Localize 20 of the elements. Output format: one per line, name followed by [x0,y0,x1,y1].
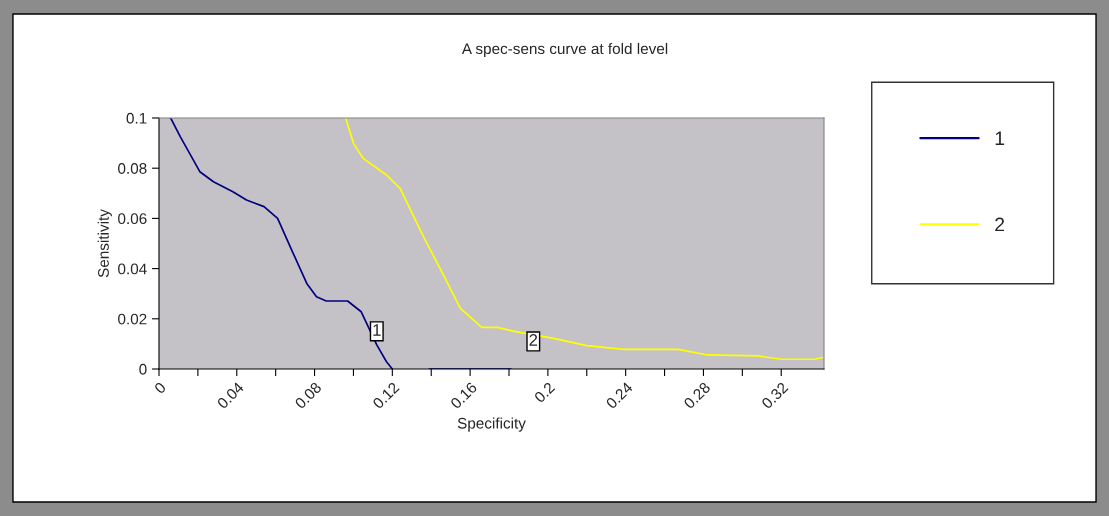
legend-label: 1 [995,131,1005,145]
annotation: 2 [529,334,538,346]
x-axis-title: Specificity [457,417,526,432]
annotation: 1 [373,324,381,336]
x-tick-label: 0.32 [760,381,789,410]
y-tick-label: 0 [139,363,147,375]
y-tick-label: 0.02 [118,313,147,325]
chart-title: A spec-sens curve at fold level [461,42,668,58]
x-tick-label: 0 [153,381,167,395]
y-tick-label: 0.1 [126,112,147,124]
x-tick-label: 0.12 [372,381,400,410]
legend-label: 2 [995,217,1005,232]
y-tick-label: 0.06 [118,213,147,225]
x-tick-label: 0.2 [533,381,556,404]
y-tick-label: 0.04 [118,263,147,275]
y-tick-label: 0.08 [118,163,147,174]
y-axis-title: Sensitivity [97,209,112,278]
x-tick-label: 0.08 [294,381,323,410]
x-tick-label: 0.28 [683,381,711,410]
line-series [344,118,824,361]
